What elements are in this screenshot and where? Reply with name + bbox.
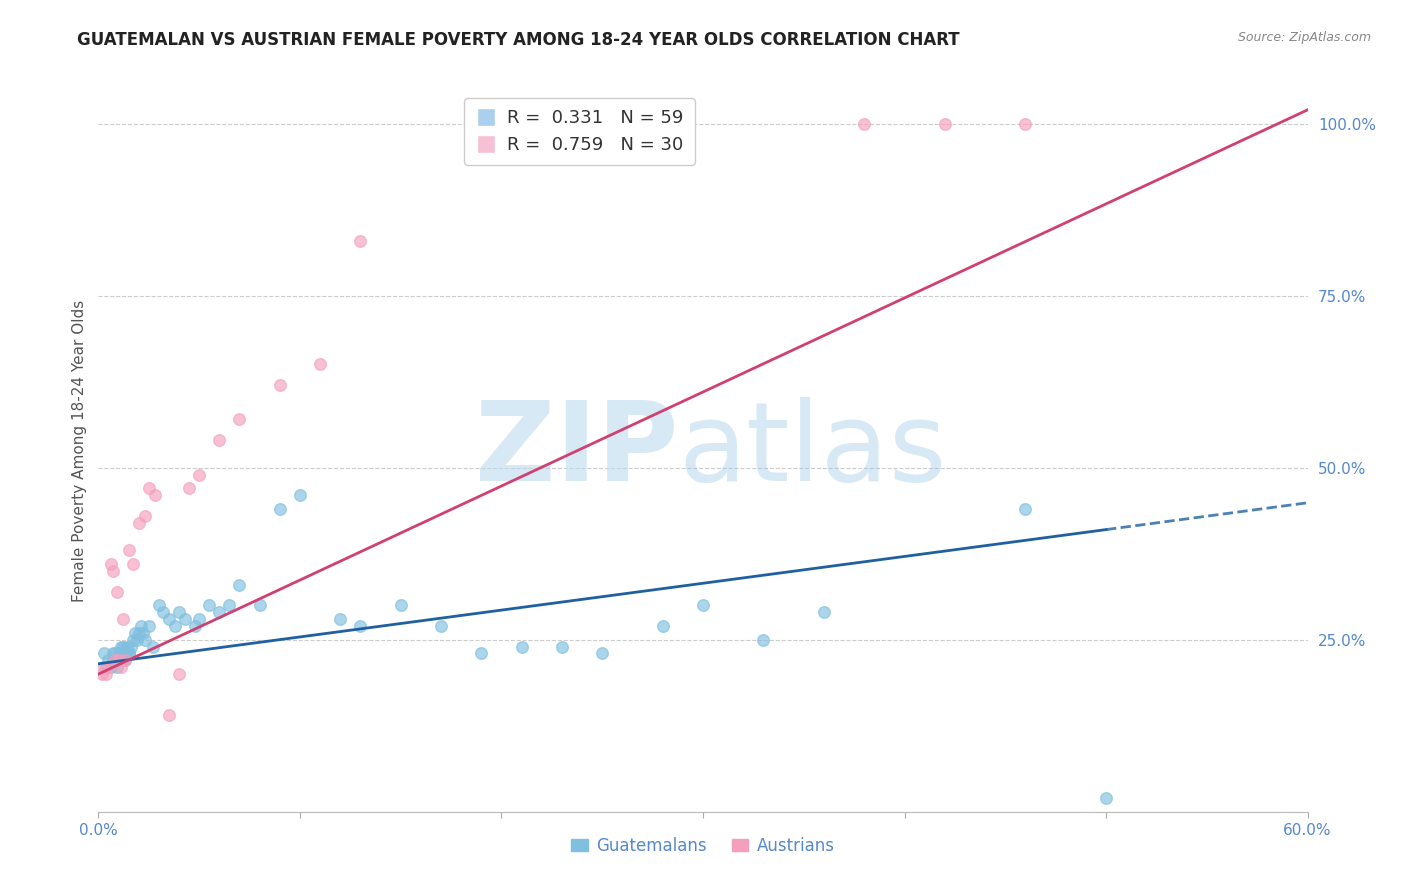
Point xyxy=(389,599,412,613)
Point xyxy=(551,640,574,654)
Point xyxy=(101,647,124,661)
Point xyxy=(118,647,141,661)
Point xyxy=(110,660,132,674)
Point xyxy=(96,667,118,681)
Point xyxy=(309,358,332,372)
Point xyxy=(121,557,143,571)
Point xyxy=(591,647,613,661)
Point xyxy=(198,599,221,613)
Text: ZIP: ZIP xyxy=(475,397,679,504)
Point xyxy=(114,653,136,667)
Point xyxy=(114,647,136,661)
Point xyxy=(128,516,150,530)
Point xyxy=(157,612,180,626)
Point xyxy=(97,660,120,674)
Point xyxy=(853,117,876,131)
Point xyxy=(188,612,211,626)
Point xyxy=(163,619,186,633)
Point xyxy=(103,653,125,667)
Point xyxy=(218,599,240,613)
Point xyxy=(100,557,122,571)
Point xyxy=(142,640,165,654)
Point xyxy=(349,234,371,248)
Point xyxy=(111,640,134,654)
Point xyxy=(1095,791,1118,805)
Point xyxy=(114,653,136,667)
Point xyxy=(129,619,152,633)
Point xyxy=(103,647,125,661)
Point xyxy=(101,564,124,578)
Point xyxy=(120,640,142,654)
Point xyxy=(100,660,122,674)
Point xyxy=(249,599,271,613)
Point xyxy=(934,117,956,131)
Point xyxy=(111,653,134,667)
Point xyxy=(103,653,125,667)
Point xyxy=(188,467,211,482)
Point xyxy=(111,612,134,626)
Point xyxy=(138,619,160,633)
Point xyxy=(128,625,150,640)
Point xyxy=(692,599,714,613)
Point xyxy=(138,481,160,495)
Point xyxy=(105,653,128,667)
Point xyxy=(93,660,115,674)
Point xyxy=(124,625,146,640)
Point xyxy=(107,647,129,661)
Text: Source: ZipAtlas.com: Source: ZipAtlas.com xyxy=(1237,31,1371,45)
Point xyxy=(157,708,180,723)
Point xyxy=(107,653,129,667)
Point xyxy=(752,632,775,647)
Point xyxy=(125,632,148,647)
Point xyxy=(118,647,141,661)
Point xyxy=(134,508,156,523)
Point xyxy=(349,619,371,633)
Point xyxy=(134,632,156,647)
Point xyxy=(813,605,835,619)
Point xyxy=(121,632,143,647)
Point xyxy=(152,605,174,619)
Point xyxy=(184,619,207,633)
Point xyxy=(179,481,201,495)
Point xyxy=(118,543,141,558)
Point xyxy=(228,412,250,426)
Point xyxy=(101,653,124,667)
Point xyxy=(91,667,114,681)
Text: GUATEMALAN VS AUSTRIAN FEMALE POVERTY AMONG 18-24 YEAR OLDS CORRELATION CHART: GUATEMALAN VS AUSTRIAN FEMALE POVERTY AM… xyxy=(77,31,960,49)
Point xyxy=(470,647,492,661)
Point xyxy=(651,619,673,633)
Point xyxy=(174,612,197,626)
Legend: Guatemalans, Austrians: Guatemalans, Austrians xyxy=(565,830,841,861)
Point xyxy=(96,660,118,674)
Point xyxy=(107,653,129,667)
Point xyxy=(105,584,128,599)
Y-axis label: Female Poverty Among 18-24 Year Olds: Female Poverty Among 18-24 Year Olds xyxy=(72,300,87,601)
Point xyxy=(93,647,115,661)
Point xyxy=(110,640,132,654)
Point xyxy=(97,653,120,667)
Point xyxy=(269,378,291,392)
Point xyxy=(105,660,128,674)
Point xyxy=(269,502,291,516)
Point xyxy=(288,488,311,502)
Point xyxy=(208,605,231,619)
Point xyxy=(132,625,155,640)
Point xyxy=(143,488,166,502)
Point xyxy=(329,612,352,626)
Point xyxy=(167,605,190,619)
Point xyxy=(148,599,170,613)
Point xyxy=(1014,502,1036,516)
Point xyxy=(1014,117,1036,131)
Point xyxy=(115,640,138,654)
Point xyxy=(430,619,453,633)
Text: atlas: atlas xyxy=(679,397,948,504)
Point xyxy=(208,433,231,447)
Point xyxy=(510,640,533,654)
Point xyxy=(228,577,250,591)
Point xyxy=(167,667,190,681)
